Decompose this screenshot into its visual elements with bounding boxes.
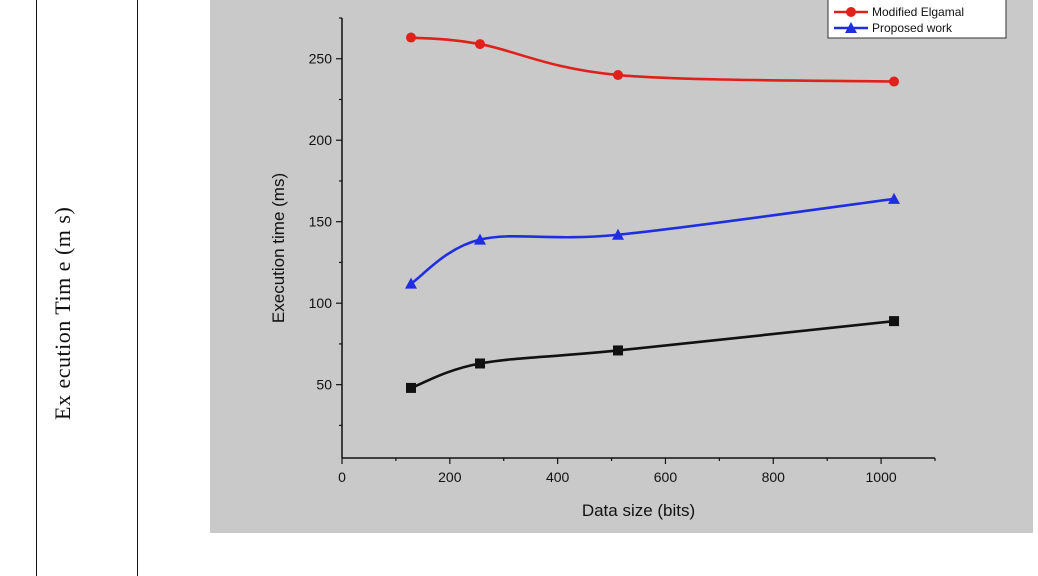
y-axis-title: Execution time (ms)	[269, 173, 288, 323]
y-tick-label: 50	[316, 377, 332, 393]
data-point	[889, 76, 900, 87]
table-border-middle	[137, 0, 138, 576]
data-point	[474, 233, 487, 245]
data-point	[613, 70, 624, 81]
data-point	[612, 228, 625, 240]
data-point	[475, 39, 486, 50]
x-tick-label: 400	[546, 469, 570, 485]
data-point	[845, 22, 857, 33]
chart-panel: 0 200 400 600 800 1000 50 100 150 200 250 Data size…	[210, 0, 1033, 533]
legend-entry-label: Modified Elgamal	[872, 5, 964, 19]
x-tick-label: 0	[338, 469, 346, 485]
legend-entry-label: Proposed work	[872, 21, 953, 35]
data-point	[613, 345, 624, 356]
data-point	[475, 358, 486, 369]
data-point	[405, 277, 418, 289]
data-point	[406, 32, 417, 43]
data-point	[406, 382, 417, 393]
x-tick-label: 600	[654, 469, 678, 485]
y-tick-label: 150	[309, 214, 333, 230]
side-axis-label: Ex ecution Tim e (m s)	[50, 206, 75, 420]
x-tick-label: 200	[438, 469, 462, 485]
table-border-left	[36, 0, 37, 576]
x-tick-label: 1000	[866, 469, 897, 485]
data-point	[888, 192, 901, 204]
y-tick-label: 200	[309, 132, 333, 148]
data-point	[889, 316, 900, 327]
series-line	[410, 319, 895, 390]
series-line	[410, 36, 895, 83]
y-tick-label: 250	[309, 51, 333, 67]
x-axis-title: Data size (bits)	[582, 501, 695, 520]
data-point	[846, 7, 856, 17]
x-tick-label: 800	[762, 469, 786, 485]
legend-box	[827, 0, 1007, 39]
line-chart: 0 200 400 600 800 1000 50 100 150 200 250 Data size…	[269, 0, 1007, 520]
series-line	[410, 197, 895, 285]
y-tick-label: 100	[309, 295, 333, 311]
